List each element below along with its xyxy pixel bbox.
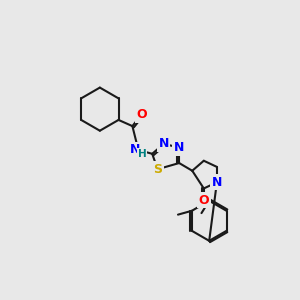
Text: H: H — [138, 149, 147, 159]
Text: N: N — [212, 176, 222, 189]
Text: O: O — [136, 108, 147, 121]
Text: O: O — [199, 194, 209, 206]
Text: N: N — [130, 143, 140, 157]
Text: N: N — [159, 137, 169, 150]
Text: N: N — [174, 141, 184, 154]
Text: S: S — [153, 163, 162, 176]
